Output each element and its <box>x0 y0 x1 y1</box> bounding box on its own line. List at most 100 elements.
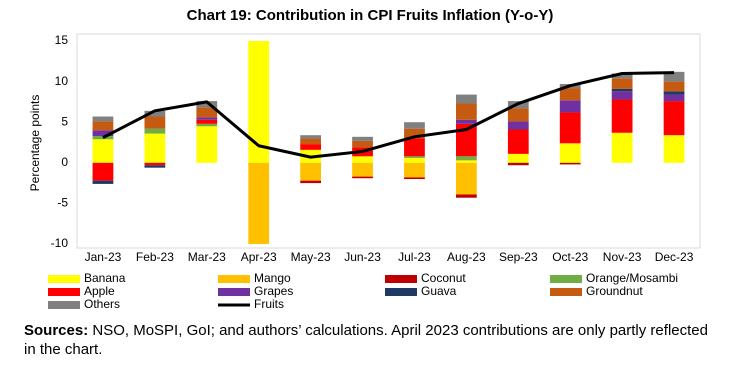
x-tick-label: Jan-23 <box>85 250 122 264</box>
bar-segment <box>352 176 373 179</box>
bar-segment <box>404 128 425 139</box>
legend-swatch <box>48 301 80 309</box>
legend-label: Others <box>84 297 120 311</box>
legend-label: Banana <box>84 271 126 285</box>
x-tick-label: Aug-23 <box>447 250 486 264</box>
x-tick-label: Apr-23 <box>241 250 277 264</box>
bar-segment <box>92 180 114 184</box>
x-tick-label: Mar-23 <box>188 250 226 264</box>
legend-label: Coconut <box>421 271 466 285</box>
bar-segment <box>404 122 425 129</box>
bar-segment <box>507 121 529 130</box>
legend-swatch <box>550 288 582 296</box>
bar-segment <box>455 194 477 198</box>
legend-swatch <box>218 288 250 296</box>
bar-segment <box>455 103 477 120</box>
bar-segment <box>559 100 581 113</box>
bar-segment <box>300 135 322 139</box>
bar-segment <box>248 162 270 244</box>
bar-segment <box>196 126 218 163</box>
bar-segment <box>663 101 685 136</box>
bar-segment <box>455 160 477 163</box>
bar-segment <box>404 138 425 157</box>
y-tick-label: 5 <box>61 114 68 128</box>
chart-title: Chart 19: Contribution in CPI Fruits Inf… <box>187 7 554 24</box>
y-axis-label: Percentage points <box>28 95 42 192</box>
bar-segment <box>248 41 270 163</box>
bar-segment <box>92 139 114 163</box>
sources: Sources: NSO, MoSPI, GoI; and authors’ c… <box>24 321 714 359</box>
legend-label: Apple <box>84 284 115 298</box>
bar-segment <box>455 123 477 157</box>
bar-segment <box>196 117 218 120</box>
bar-segment <box>663 81 685 92</box>
bar-segment <box>196 101 218 108</box>
bar-segment <box>196 123 218 127</box>
sources-label: Sources: <box>24 322 89 339</box>
bar-segment <box>92 130 114 137</box>
legend-label: Orange/Mosambi <box>586 271 678 285</box>
bar-segment <box>663 135 685 163</box>
legend-label: Guava <box>421 284 457 298</box>
bar-segment <box>507 129 529 154</box>
bar-segment <box>404 156 425 158</box>
bar-segment <box>559 88 581 101</box>
bar-segment <box>300 180 322 184</box>
legend-swatch <box>48 288 80 296</box>
bar-segment <box>92 116 114 122</box>
bar-segment <box>144 110 166 117</box>
x-tick-label: Sep-23 <box>499 250 538 264</box>
bar-segment <box>300 162 322 181</box>
y-tick-label: 0 <box>61 155 68 169</box>
x-tick-label: Dec-23 <box>655 250 694 264</box>
bar-segment <box>663 91 685 95</box>
legend-label: Grapes <box>254 284 293 298</box>
legend-swatch <box>385 275 417 283</box>
bar-segment <box>507 153 529 163</box>
chart: Chart 19: Contribution in CPI Fruits Inf… <box>28 7 701 311</box>
bar-segment <box>507 162 529 166</box>
bar-segment <box>455 156 477 161</box>
bar-segment <box>352 140 373 148</box>
bar-segment <box>300 138 322 145</box>
bar-segment <box>559 112 581 144</box>
bar-segment <box>611 88 633 92</box>
bar-segment <box>611 73 633 79</box>
legend-label: Groundnut <box>586 284 643 298</box>
bar-segment <box>196 119 218 124</box>
bar-segment <box>352 136 373 141</box>
bar-segment <box>559 162 581 165</box>
bar-segment <box>611 132 633 163</box>
bar-segment <box>404 157 425 163</box>
legend-swatch <box>48 275 80 283</box>
bar-segment <box>300 144 322 150</box>
bar-segment <box>144 165 166 168</box>
x-tick-label: Jul-23 <box>398 250 431 264</box>
y-tick-label: 10 <box>55 74 69 88</box>
bar-segment <box>144 116 166 129</box>
bar-segment <box>92 162 114 181</box>
bar-segment <box>663 71 685 82</box>
sources-text: NSO, MoSPI, GoI; and authors’ calculatio… <box>24 322 708 358</box>
y-tick-label: -5 <box>57 196 68 210</box>
plot-frame <box>76 33 701 249</box>
bar-segment <box>455 119 477 124</box>
legend-swatch <box>218 275 250 283</box>
bar-segment <box>144 128 166 134</box>
x-tick-label: May-23 <box>291 250 331 264</box>
bar-segment <box>196 107 218 118</box>
bar-segment <box>404 162 425 178</box>
bar-segment <box>611 78 633 89</box>
legend-label: Mango <box>254 271 291 285</box>
x-tick-label: Jun-23 <box>344 250 381 264</box>
bar-segment <box>144 133 166 163</box>
bar-segment <box>455 162 477 195</box>
bar-segment <box>352 156 373 163</box>
bar-segment <box>663 94 685 102</box>
legend-swatch <box>385 288 417 296</box>
bar-segment <box>455 94 477 104</box>
bar-segment <box>559 143 581 163</box>
bar-segment <box>352 162 373 177</box>
x-tick-label: Feb-23 <box>136 250 174 264</box>
x-tick-label: Nov-23 <box>603 250 642 264</box>
